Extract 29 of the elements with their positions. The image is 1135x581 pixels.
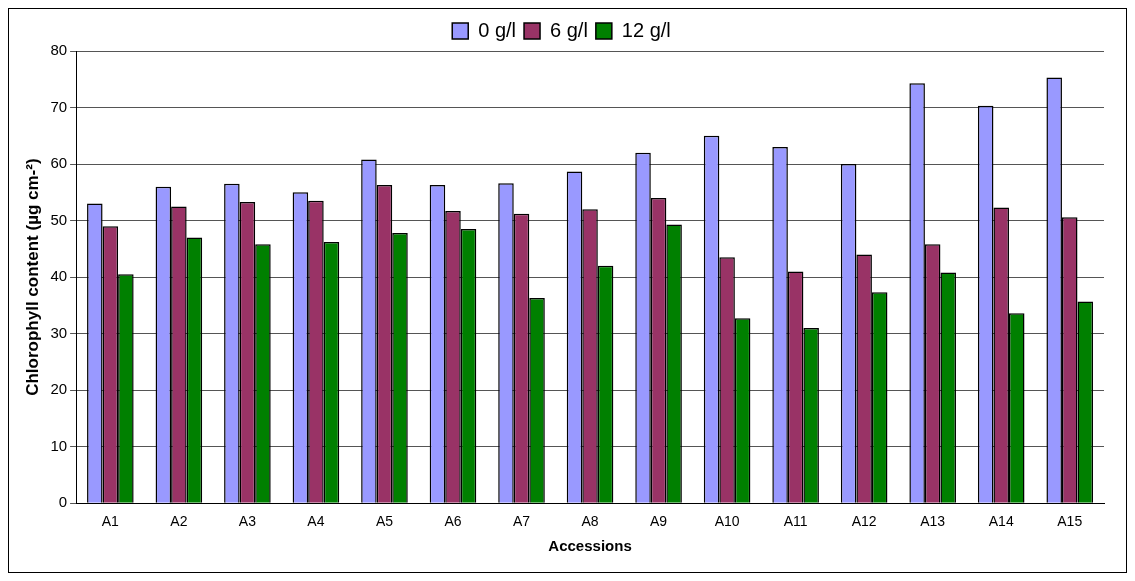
legend-label: 6 g/l <box>550 18 588 41</box>
x-tick-label: A8 <box>581 513 599 530</box>
x-tick-label: A11 <box>783 513 808 530</box>
y-tick-label: 40 <box>50 267 68 285</box>
y-tick-label: 30 <box>50 323 68 341</box>
x-tick-label: A4 <box>307 513 325 530</box>
y-tick-label: 70 <box>50 97 68 115</box>
y-tick-label: 80 <box>50 41 68 59</box>
legend-label: 0 g/l <box>478 18 517 41</box>
y-tick-label: 0 <box>58 493 68 511</box>
y-tick-label: 10 <box>50 436 68 454</box>
x-tick-label: A3 <box>238 513 257 530</box>
x-tick-label: A15 <box>1057 513 1083 530</box>
x-tick-label: A2 <box>170 513 188 530</box>
x-tick-label: A6 <box>444 513 462 530</box>
x-axis-title: Accessions <box>548 537 632 555</box>
x-tick-label: A7 <box>512 513 531 530</box>
x-tick-label: A9 <box>650 513 668 530</box>
x-tick-label: A5 <box>375 513 394 530</box>
x-tick-label: A12 <box>851 513 877 530</box>
x-tick-label: A10 <box>714 513 740 530</box>
x-tick-label: A13 <box>920 513 946 530</box>
y-axis-title: Chlorophyll content (µg cm-²) <box>22 158 42 396</box>
y-tick-label: 20 <box>50 380 68 398</box>
y-tick-label: 50 <box>50 210 68 228</box>
legend-label: 12 g/l <box>621 18 671 41</box>
x-tick-label: A14 <box>988 513 1014 530</box>
x-tick-label: A1 <box>101 513 120 530</box>
y-tick-label: 60 <box>50 154 68 172</box>
